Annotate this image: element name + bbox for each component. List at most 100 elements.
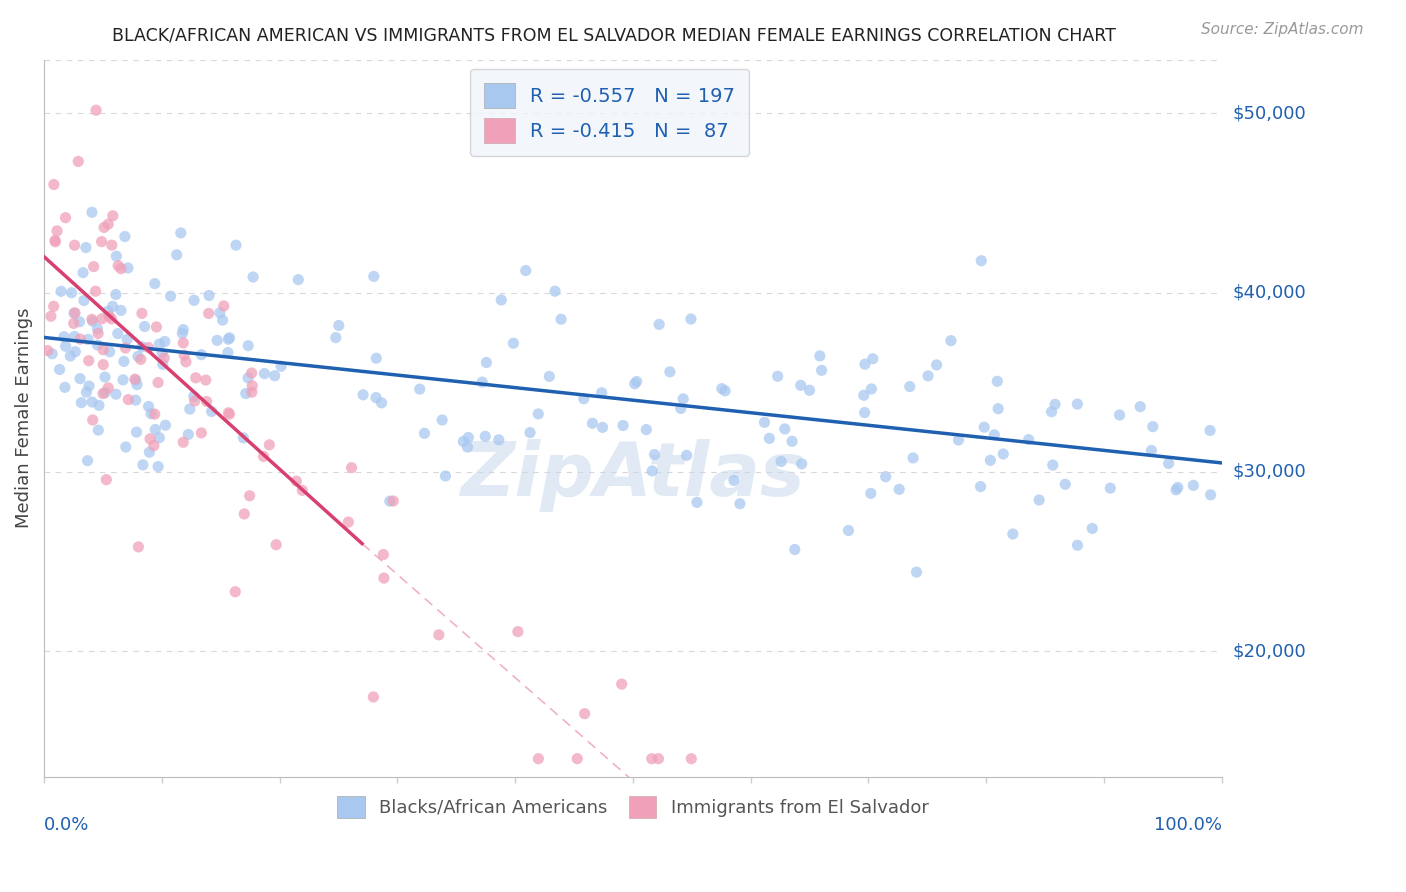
Point bbox=[519, 425, 541, 440]
Point bbox=[115, 332, 138, 346]
Point bbox=[413, 426, 436, 441]
Point bbox=[363, 690, 385, 704]
Point bbox=[217, 332, 239, 346]
Point bbox=[198, 288, 221, 302]
Point bbox=[224, 584, 246, 599]
Point bbox=[80, 205, 103, 219]
Point bbox=[382, 494, 405, 508]
Point bbox=[641, 752, 664, 766]
Text: $50,000: $50,000 bbox=[1233, 104, 1306, 122]
Point bbox=[69, 372, 91, 386]
Point bbox=[337, 515, 360, 529]
Point bbox=[270, 359, 292, 374]
Point bbox=[53, 330, 76, 344]
Point bbox=[75, 241, 97, 255]
Point bbox=[1099, 481, 1122, 495]
Point bbox=[1199, 424, 1222, 438]
Point bbox=[352, 388, 374, 402]
Point bbox=[138, 400, 160, 414]
Point bbox=[125, 425, 148, 439]
Point bbox=[87, 326, 110, 341]
Point bbox=[567, 752, 589, 766]
Point bbox=[291, 483, 314, 498]
Point bbox=[82, 314, 104, 328]
Point bbox=[860, 382, 883, 396]
Point bbox=[993, 447, 1015, 461]
Point bbox=[506, 624, 529, 639]
Point bbox=[183, 394, 205, 409]
Point bbox=[979, 453, 1001, 467]
Point bbox=[502, 336, 524, 351]
Point bbox=[986, 374, 1008, 388]
Point bbox=[143, 423, 166, 437]
Point bbox=[131, 340, 153, 354]
Point bbox=[264, 538, 287, 552]
Y-axis label: Median Female Earnings: Median Female Earnings bbox=[15, 308, 32, 528]
Point bbox=[55, 211, 77, 225]
Point bbox=[259, 438, 281, 452]
Point bbox=[783, 542, 806, 557]
Point bbox=[83, 260, 105, 274]
Point bbox=[97, 381, 120, 395]
Point bbox=[183, 293, 205, 308]
Point bbox=[875, 469, 897, 483]
Point bbox=[101, 209, 124, 223]
Point bbox=[1054, 477, 1077, 491]
Point bbox=[1129, 400, 1152, 414]
Point bbox=[240, 366, 263, 380]
Point bbox=[1182, 478, 1205, 492]
Point bbox=[474, 429, 496, 443]
Point bbox=[1199, 488, 1222, 502]
Point bbox=[592, 420, 614, 434]
Point bbox=[41, 347, 63, 361]
Point bbox=[110, 261, 132, 276]
Point bbox=[190, 348, 212, 362]
Point bbox=[527, 407, 550, 421]
Point bbox=[901, 450, 924, 465]
Point bbox=[129, 352, 152, 367]
Point bbox=[217, 406, 239, 420]
Point bbox=[790, 457, 813, 471]
Point bbox=[572, 392, 595, 406]
Point bbox=[1001, 527, 1024, 541]
Point bbox=[1043, 397, 1066, 411]
Point bbox=[77, 333, 100, 347]
Point bbox=[111, 373, 134, 387]
Point bbox=[853, 406, 876, 420]
Point bbox=[100, 312, 122, 326]
Point bbox=[60, 285, 83, 300]
Point bbox=[172, 435, 194, 450]
Point bbox=[471, 375, 494, 389]
Point bbox=[253, 367, 276, 381]
Point bbox=[889, 483, 911, 497]
Point bbox=[80, 312, 103, 326]
Point bbox=[544, 284, 567, 298]
Point bbox=[150, 346, 173, 360]
Text: 100.0%: 100.0% bbox=[1154, 816, 1222, 834]
Point bbox=[1167, 481, 1189, 495]
Point bbox=[574, 706, 596, 721]
Point bbox=[127, 350, 149, 364]
Text: $30,000: $30,000 bbox=[1233, 463, 1306, 481]
Point bbox=[340, 460, 363, 475]
Point bbox=[240, 378, 263, 392]
Point bbox=[37, 343, 59, 358]
Point bbox=[172, 335, 194, 350]
Point bbox=[75, 385, 97, 400]
Point bbox=[86, 338, 108, 352]
Point bbox=[948, 433, 970, 447]
Point bbox=[370, 396, 392, 410]
Point bbox=[240, 385, 263, 400]
Point bbox=[648, 318, 671, 332]
Point bbox=[285, 474, 308, 488]
Text: $40,000: $40,000 bbox=[1233, 284, 1306, 301]
Point bbox=[591, 385, 613, 400]
Point bbox=[105, 249, 128, 263]
Point bbox=[76, 453, 98, 467]
Point bbox=[208, 306, 231, 320]
Point bbox=[728, 497, 751, 511]
Point bbox=[1140, 443, 1163, 458]
Point bbox=[808, 349, 831, 363]
Point bbox=[233, 507, 256, 521]
Point bbox=[925, 358, 948, 372]
